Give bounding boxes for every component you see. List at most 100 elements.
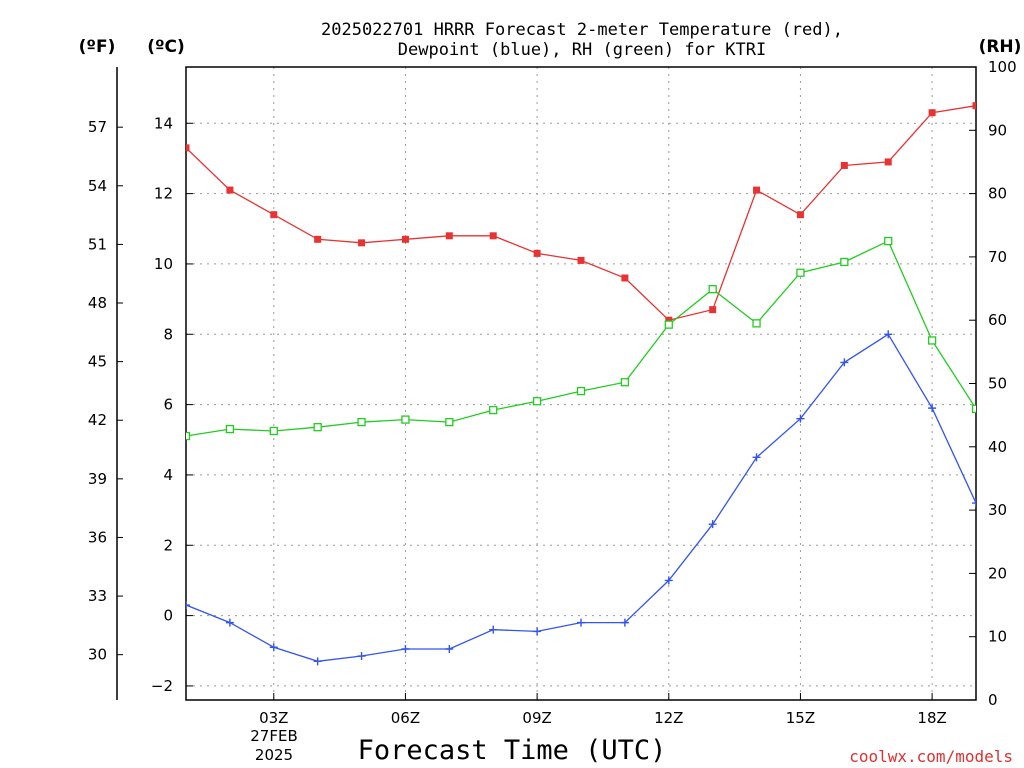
rh-tick-label: 10 [988,628,1007,646]
rh-tick-label: 80 [988,185,1007,203]
temperature-data-point [445,232,453,240]
dewpoint-data-point [489,625,498,634]
dewpoint-data-point [533,627,542,636]
unit-fahrenheit-label: (ºF) [79,37,116,57]
fahrenheit-tick-label: 30 [88,646,107,664]
temperature-data-point [226,186,234,194]
rh-data-point [445,417,454,427]
x-tick-label: 18Z [917,709,946,727]
temperature-data-point [401,235,409,243]
celsius-tick-label: 14 [154,114,173,132]
rh-data-point [620,378,630,387]
rh-tick-label: 20 [988,564,1007,582]
dewpoint-data-point [577,618,585,627]
temperature-data-point [928,109,936,117]
x-date-day-label: 27FEB [250,727,297,745]
temperature-data-point [972,102,976,110]
unit-rh-label: (RH) [979,37,1022,57]
fahrenheit-tick-label: 51 [88,235,107,253]
temperature-data-point [884,158,892,166]
rh-data-point [971,404,976,413]
temperature-data-point [577,256,585,264]
fahrenheit-tick-label: 36 [88,528,107,546]
dewpoint-data-point [620,618,629,627]
dewpoint-data-point [357,652,366,661]
fahrenheit-tick-label: 42 [88,411,107,429]
fahrenheit-tick-label: 57 [88,118,107,136]
rh-data-point [401,415,410,424]
temperature-data-point [796,211,804,219]
rh-tick-label: 50 [988,375,1007,393]
celsius-tick-label: 0 [163,607,173,625]
x-tick-label: 09Z [522,709,551,727]
celsius-tick-label: −2 [151,677,173,695]
dewpoint-data-point [225,618,234,627]
dewpoint-data-point [796,414,805,423]
axes [116,66,977,701]
dewpoint-data-point [972,499,976,508]
rh-data-point [664,320,673,329]
x-date-year-label: 2025 [255,746,293,764]
rh-data-point [884,236,893,246]
chart-title-line1: 2025022701 HRRR Forecast 2-meter Tempera… [321,20,843,40]
temperature-data-point [533,249,541,257]
x-tick-label: 15Z [786,709,815,727]
temperature-data-point [489,232,497,240]
dewpoint-data-point [708,520,717,529]
fahrenheit-tick-label: 48 [88,294,107,312]
grid-lines [186,67,976,700]
rh-data-point [532,397,542,406]
rh-data-point [225,424,235,434]
x-axis-title: Forecast Time (UTC) [358,735,667,766]
celsius-tick-label: 8 [163,325,173,343]
temperature-series-line [186,105,976,321]
rh-data-point [796,268,805,277]
dewpoint-data-point [752,453,761,462]
rh-data-point [269,426,278,436]
dewpoint-data-point [840,358,849,367]
fahrenheit-tick-label: 45 [88,353,107,371]
x-tick-label: 12Z [654,709,683,727]
dewpoint-data-point [313,657,322,666]
temperature-data-point [709,306,717,314]
celsius-tick-label: 12 [154,185,173,203]
temperature-data-point [840,161,848,169]
fahrenheit-tick-label: 39 [88,470,107,488]
temperature-data-point [270,211,278,219]
rh-data-point [313,423,322,432]
rh-tick-label: 40 [988,438,1007,456]
plot-frame [185,66,977,701]
dewpoint-data-point [269,643,278,652]
temperature-data-point [665,316,673,324]
rh-data-point [927,336,937,345]
dewpoint-data-point [186,601,190,610]
chart-title-line2: Dewpoint (blue), RH (green) for KTRI [398,40,766,60]
rh-data-point [708,285,717,294]
dewpoint-data-point [401,645,410,654]
temperature-data-point [314,235,322,243]
temperature-data-point [753,186,761,194]
temperature-data-point [358,239,366,247]
tick-labels: 03Z 06Z 09Z 12Z 15Z 18Z −2 0 2 4 6 8 10 12 14 30 33 36 39 4… [88,58,1017,727]
rh-data-point [576,386,586,396]
rh-data-point [357,417,366,427]
celsius-tick-label: 10 [154,255,173,273]
x-tick-label: 03Z [259,709,288,727]
dewpoint-data-point [928,404,937,413]
x-tick-label: 06Z [391,709,420,727]
celsius-tick-label: 6 [163,396,173,414]
rh-series-line [186,240,976,437]
temperature-data-point [186,144,190,152]
celsius-tick-label: 4 [163,466,173,484]
rh-data-point [186,431,191,441]
rh-tick-label: 90 [988,121,1007,139]
unit-celsius-label: (ºC) [147,37,185,57]
rh-tick-label: 100 [988,58,1017,76]
dewpoint-data-point [884,330,893,339]
dewpoint-data-point [664,576,673,585]
fahrenheit-tick-label: 54 [88,177,107,195]
dewpoint-data-point [445,645,454,654]
rh-tick-label: 30 [988,501,1007,519]
rh-tick-label: 60 [988,311,1007,329]
